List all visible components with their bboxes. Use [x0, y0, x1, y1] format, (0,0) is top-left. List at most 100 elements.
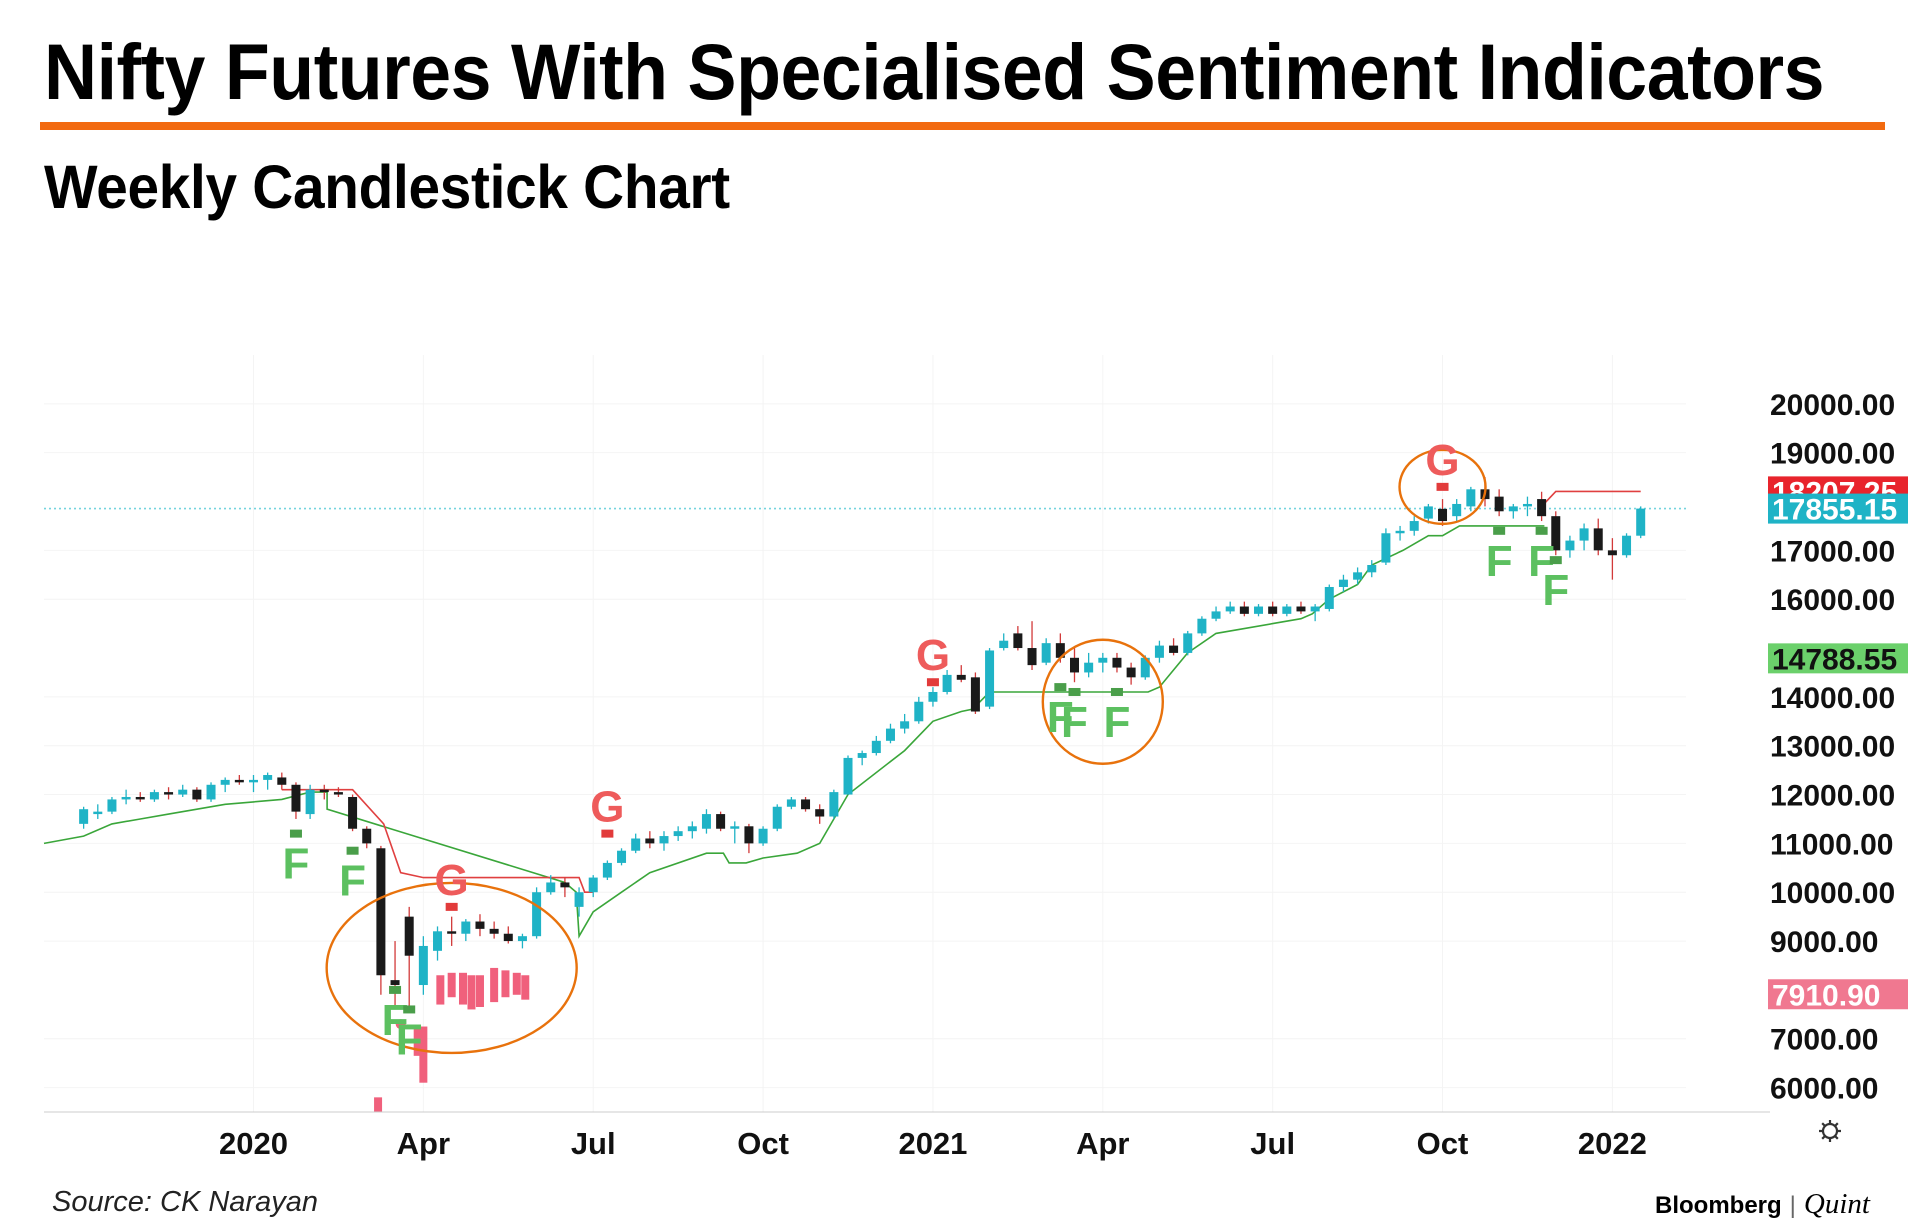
- signal-f-label: F: [382, 996, 409, 1045]
- candle: [999, 633, 1009, 651]
- candle-body: [348, 796, 358, 829]
- signal-g-marker: [926, 678, 939, 687]
- candle-body: [999, 640, 1009, 649]
- y-tick-label: 7000.00: [1770, 1024, 1878, 1057]
- candle: [1112, 652, 1122, 673]
- candle-body: [206, 784, 216, 800]
- x-tick-label: 2020: [219, 1126, 288, 1161]
- candle: [716, 811, 726, 832]
- candle-body: [517, 936, 527, 942]
- candle: [1041, 638, 1051, 666]
- candle: [1254, 604, 1264, 617]
- candle-body: [716, 814, 726, 829]
- candle-body: [390, 980, 400, 986]
- candle: [602, 860, 612, 881]
- brand-logo: Bloomberg | Quint: [1655, 1188, 1870, 1221]
- candle: [900, 713, 910, 734]
- candle: [1282, 604, 1292, 617]
- candle-body: [475, 921, 485, 929]
- candle: [376, 845, 386, 995]
- candle-body: [602, 862, 612, 878]
- candle: [333, 787, 343, 797]
- signal-f-label: F: [339, 857, 366, 906]
- candle-body: [857, 753, 867, 758]
- candle-body: [687, 826, 697, 832]
- series-line: [281, 788, 594, 894]
- candle: [914, 696, 924, 724]
- candle-body: [1622, 535, 1632, 556]
- settings-gear-icon[interactable]: [1819, 1120, 1841, 1142]
- candle-body: [1367, 565, 1377, 573]
- y-tick-label: 14000.00: [1770, 682, 1895, 715]
- candle: [93, 804, 103, 819]
- candle: [390, 941, 400, 1010]
- signal-f-marker: [403, 1005, 416, 1014]
- candle: [461, 919, 471, 942]
- candle: [418, 936, 428, 995]
- candle: [164, 787, 174, 800]
- signal-f-label: F: [1486, 537, 1513, 586]
- candle-body: [433, 931, 443, 951]
- candle-body: [503, 933, 513, 942]
- candle: [631, 833, 641, 854]
- candle: [79, 806, 89, 829]
- candle: [291, 782, 301, 819]
- sentiment-bar: [374, 1097, 383, 1112]
- candle: [1338, 574, 1348, 592]
- candle: [348, 794, 358, 832]
- candle-body: [418, 945, 428, 986]
- y-tick-label: 17000.00: [1770, 535, 1895, 568]
- candle: [1310, 604, 1320, 622]
- candle: [447, 916, 457, 946]
- signal-g-label: G: [590, 783, 624, 832]
- candle-body: [1565, 540, 1575, 551]
- candle-body: [149, 792, 159, 800]
- candle: [1098, 652, 1108, 673]
- candle-body: [1126, 667, 1136, 678]
- candle-body: [178, 789, 188, 795]
- y-tick-label: 10000.00: [1770, 877, 1895, 910]
- candle: [178, 784, 188, 797]
- x-tick-label: 2021: [898, 1126, 967, 1161]
- signal-f-label: F: [283, 840, 310, 889]
- annotation-circle: [325, 881, 578, 1055]
- signal-g-label: G: [1425, 436, 1459, 485]
- y-tick-label: 19000.00: [1770, 438, 1895, 471]
- chart-subtitle: Weekly Candlestick Chart: [44, 153, 730, 221]
- y-tick-label: 12000.00: [1770, 780, 1895, 813]
- candle: [1225, 601, 1235, 614]
- candle-body: [489, 928, 499, 934]
- candle-body: [79, 809, 89, 824]
- candle-body: [1423, 506, 1433, 519]
- candle: [263, 772, 273, 790]
- candle: [617, 848, 627, 866]
- candle-body: [461, 921, 471, 934]
- candle-body: [914, 701, 924, 722]
- candle: [1452, 499, 1462, 522]
- candle: [659, 831, 669, 851]
- candle: [517, 933, 527, 949]
- x-tick-label: 2022: [1578, 1126, 1647, 1161]
- candle: [1084, 652, 1094, 678]
- candle-body: [1013, 633, 1023, 649]
- candle: [956, 665, 966, 683]
- candle-body: [234, 779, 244, 783]
- candles: [79, 477, 1646, 1010]
- sentiment-bar: [467, 975, 476, 1010]
- y-tick-label: 11000.00: [1770, 828, 1893, 861]
- signal-f-marker: [1068, 687, 1081, 696]
- y-axis: 6000.00 7000.00 9000.00 10000.00 11000.00 120…: [1768, 389, 1908, 1106]
- candle: [857, 750, 867, 766]
- candle-body: [801, 799, 811, 810]
- candle: [1508, 503, 1518, 519]
- candle: [404, 906, 414, 1010]
- signal-f-marker: [346, 846, 359, 855]
- signal-f-marker: [1110, 687, 1123, 696]
- candle: [192, 787, 202, 802]
- plot-area: [44, 355, 1686, 1112]
- candle-body: [1296, 606, 1306, 612]
- signal-g-marker: [445, 902, 458, 911]
- candle-body: [659, 836, 669, 844]
- candle-body: [135, 796, 145, 800]
